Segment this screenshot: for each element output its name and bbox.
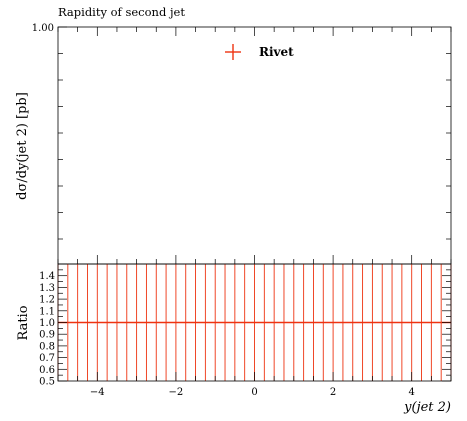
legend-marker-rivet (225, 44, 241, 60)
chart-title: Rapidity of second jet (58, 5, 185, 19)
ratio-y-tick-label: 1.4 (39, 271, 55, 282)
x-axis-label: y(jet 2) (403, 400, 451, 415)
x-tick-label: 4 (409, 387, 415, 398)
ratio-y-tick-label: 1.1 (39, 306, 55, 317)
ratio-y-tick-label: 0.9 (39, 330, 55, 341)
legend: Rivet (225, 44, 294, 60)
ratio-y-tick-label: 0.7 (39, 353, 55, 364)
top-y-tick-label: 1.00 (32, 23, 54, 34)
legend-label-rivet: Rivet (259, 45, 294, 59)
x-tick-label: −2 (169, 387, 184, 398)
ratio-y-tick-label: 1.2 (39, 295, 55, 306)
ratio-y-axis-label: Ratio (16, 305, 31, 340)
x-tick-label: −4 (90, 387, 105, 398)
x-tick-labels: −4 −2 0 2 4 (90, 387, 415, 398)
ratio-y-tick-label: 0.6 (39, 365, 55, 376)
ratio-y-tick-label: 0.5 (39, 377, 55, 388)
ratio-panel-ticks (57, 263, 452, 382)
top-y-axis-label: dσ/dy(jet 2) [pb] (15, 92, 30, 200)
ratio-y-tick-label: 0.8 (39, 341, 55, 352)
top-panel: 1.00 dσ/dy(jet 2) [pb] Rivet (15, 23, 452, 265)
x-tick-label: 0 (251, 387, 257, 398)
top-panel-frame (57, 26, 452, 265)
ratio-panel: 0.50.60.70.80.91.01.11.21.31.4 Ratio −4−… (16, 263, 452, 415)
ratio-y-tick-labels: 0.50.60.70.80.91.01.11.21.31.4 (39, 271, 55, 387)
x-tick-label: 2 (330, 387, 336, 398)
top-panel-ticks (57, 26, 452, 264)
ratio-panel-frame (57, 263, 452, 382)
ratio-y-tick-label: 1.0 (39, 318, 55, 329)
ratio-y-tick-label: 1.3 (39, 283, 55, 294)
